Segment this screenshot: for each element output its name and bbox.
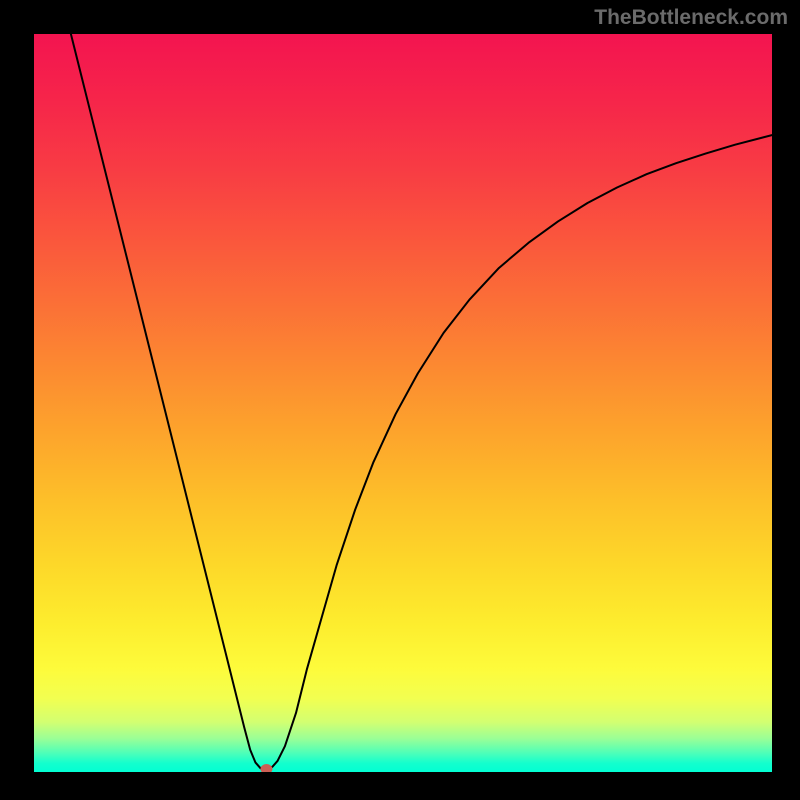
plot-area (34, 34, 772, 772)
chart-svg (34, 34, 772, 772)
watermark-text: TheBottleneck.com (594, 6, 788, 30)
chart-container: TheBottleneck.com (0, 0, 800, 800)
gradient-background (34, 34, 772, 772)
